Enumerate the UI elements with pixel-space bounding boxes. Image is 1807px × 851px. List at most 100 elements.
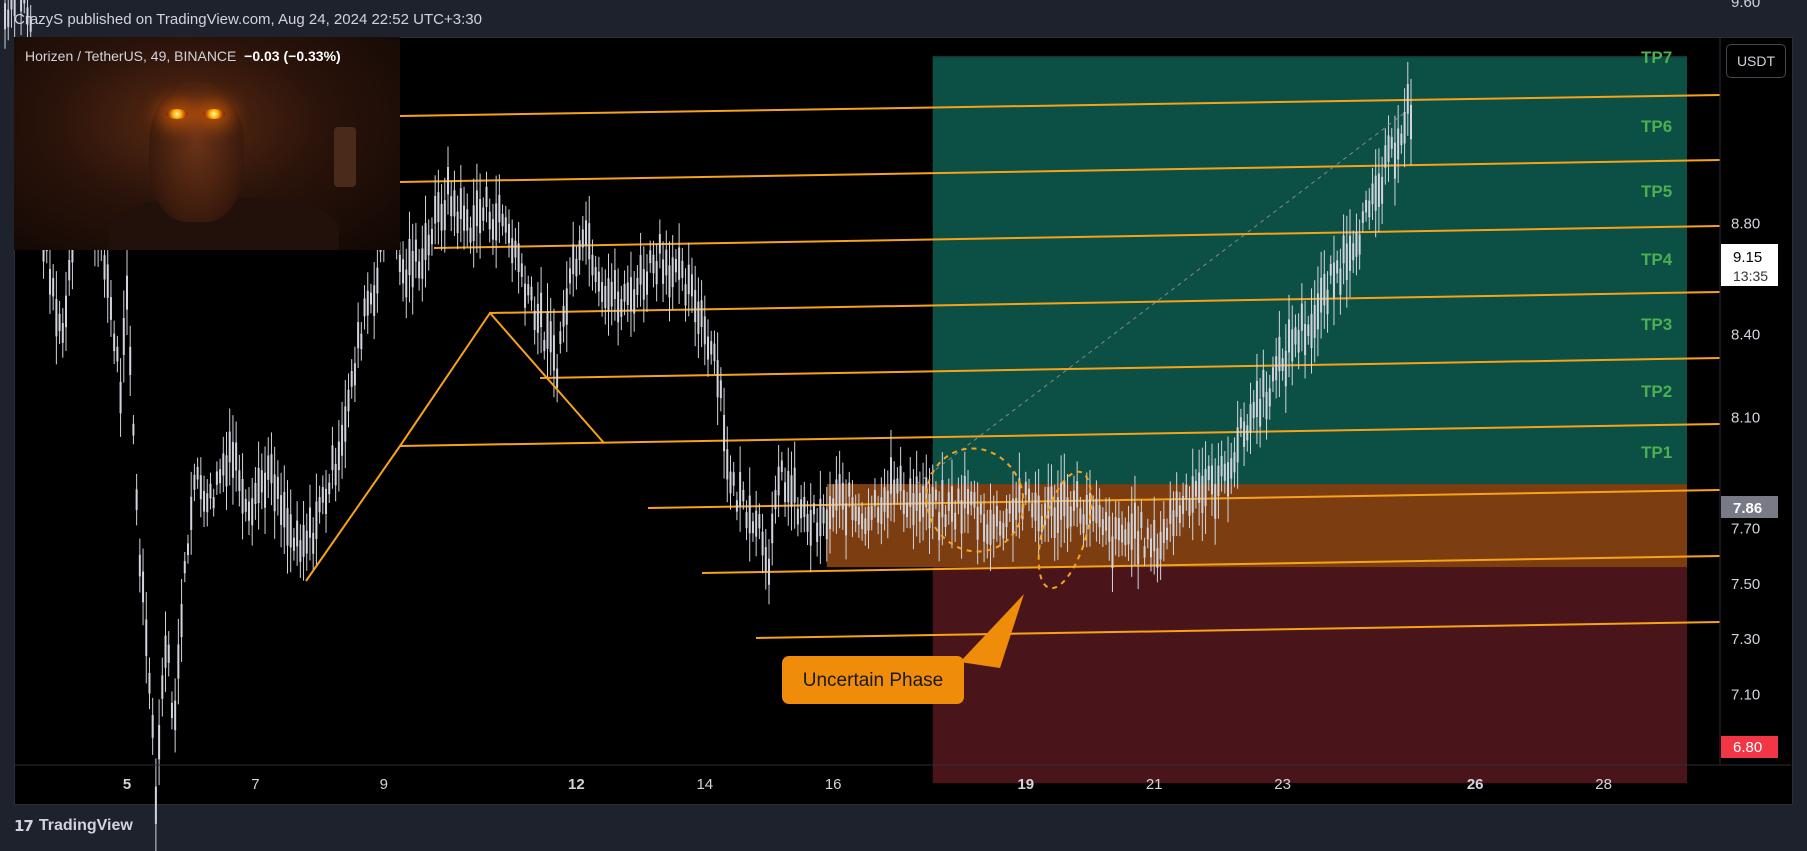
- candle-body: [164, 635, 167, 668]
- candle-body: [819, 498, 822, 537]
- time-tick-label: 19: [1017, 776, 1034, 793]
- candle-body: [186, 543, 189, 556]
- candle-body: [488, 211, 491, 230]
- candle-body: [1018, 478, 1021, 513]
- candle-body: [199, 475, 202, 500]
- candle-body: [723, 414, 726, 452]
- candle-body: [1316, 293, 1319, 330]
- candle-body: [1089, 492, 1091, 524]
- candle-body: [148, 672, 151, 694]
- glowing-eye-right: [203, 109, 225, 119]
- candle-body: [841, 482, 844, 510]
- candle-body: [1011, 498, 1014, 535]
- candle-body: [835, 479, 838, 511]
- candle-body: [1172, 510, 1175, 536]
- candle-body: [742, 489, 745, 502]
- candle-body: [495, 203, 498, 241]
- candle-body: [158, 725, 161, 760]
- candle-body: [48, 268, 51, 295]
- candle-body: [1117, 518, 1120, 541]
- candle-body: [713, 343, 716, 362]
- price-tick-label: 8.40: [1731, 327, 1760, 344]
- candle-body: [995, 505, 998, 527]
- candle-body: [1374, 175, 1377, 211]
- candle-body: [299, 540, 302, 562]
- candle-body: [796, 508, 799, 525]
- candle-body: [671, 257, 674, 288]
- time-tick-label: 28: [1595, 776, 1612, 793]
- candle-body: [1236, 427, 1239, 463]
- candle-body: [854, 505, 857, 521]
- candle-body: [1095, 498, 1098, 524]
- candle-body: [1310, 313, 1313, 348]
- footer-brand[interactable]: 17 TradingView: [14, 817, 133, 835]
- candle-body: [806, 514, 809, 532]
- candle-body: [944, 514, 947, 527]
- candle-body: [591, 254, 594, 276]
- figure-face: [149, 82, 244, 222]
- price-tick-label: 8.10: [1731, 410, 1760, 427]
- candle-body: [52, 277, 55, 297]
- candle-body: [572, 244, 575, 275]
- candle-body: [459, 188, 462, 220]
- candle-body: [578, 240, 581, 260]
- candle-body: [812, 503, 815, 515]
- candle-body: [517, 243, 520, 273]
- candle-body: [636, 277, 639, 295]
- zigzag-pattern: [305, 311, 605, 582]
- candle-body: [784, 482, 787, 503]
- candle-body: [501, 213, 504, 227]
- candle-body: [1358, 234, 1361, 255]
- candle-body: [870, 506, 873, 520]
- candle-body: [707, 336, 710, 360]
- symbol-legend[interactable]: Horizen / TetherUS, 49, BINANCE −0.03 (−…: [25, 48, 341, 64]
- candle-body: [1050, 486, 1053, 516]
- candle-body: [122, 318, 125, 355]
- candle-body: [337, 441, 340, 471]
- candle-body: [893, 479, 896, 504]
- candle-body: [29, 16, 32, 32]
- candle-body: [1053, 507, 1056, 538]
- candle-body: [264, 472, 267, 508]
- candle-body: [466, 209, 469, 231]
- candle-body: [1227, 462, 1230, 497]
- candle-body: [533, 310, 536, 331]
- price-tick-label: 7.10: [1731, 687, 1760, 704]
- candle-body: [652, 254, 655, 274]
- candle-body: [1393, 142, 1396, 179]
- callout-pointer: [960, 594, 1024, 668]
- candle-body: [68, 259, 71, 281]
- trendline-1: [399, 94, 1721, 117]
- candle-body: [411, 251, 414, 288]
- time-tick-label: 26: [1467, 776, 1484, 793]
- candle-body: [1271, 367, 1274, 382]
- candle-body: [690, 274, 693, 297]
- candle-body: [1198, 472, 1201, 503]
- currency-button[interactable]: USDT: [1726, 44, 1786, 78]
- candle-body: [822, 506, 825, 524]
- candle-body: [790, 475, 793, 507]
- candle-body: [941, 480, 944, 518]
- candle-body: [1082, 514, 1085, 534]
- profit-zone: [932, 57, 1688, 485]
- candle-body: [276, 476, 279, 499]
- candle-body: [816, 522, 819, 542]
- candle-body: [398, 254, 401, 273]
- price-tags: TP7 TP6 TP5 TP4 TP3 TP2 TP1 9.15 13:35 7.86 6.80: [1641, 48, 1778, 758]
- candle-body: [1323, 273, 1326, 306]
- candle-body: [536, 303, 539, 333]
- candle-body: [524, 283, 527, 308]
- candle-body: [1262, 369, 1265, 398]
- candle-body: [456, 211, 459, 234]
- candle-body: [931, 486, 934, 517]
- candle-body: [1066, 497, 1069, 529]
- price-tick-label: 7.70: [1731, 520, 1760, 537]
- candle-body: [703, 316, 706, 345]
- candle-body: [302, 524, 305, 557]
- candle-body: [174, 700, 177, 731]
- candle-body: [469, 227, 472, 243]
- candle-body: [254, 482, 257, 505]
- candle-body: [543, 339, 546, 352]
- candle-body: [793, 467, 796, 503]
